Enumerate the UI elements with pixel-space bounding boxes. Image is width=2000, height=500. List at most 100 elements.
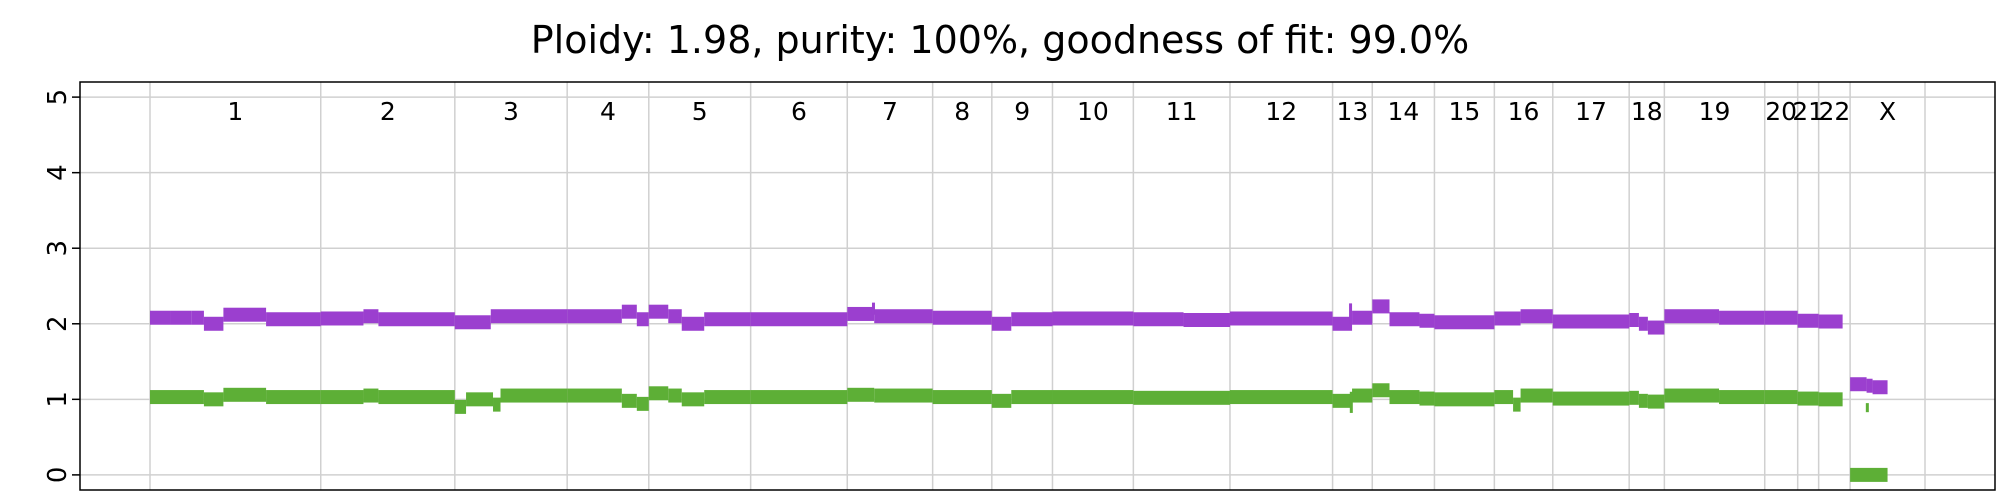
copy-number-segment — [1638, 393, 1648, 408]
copy-number-segment — [1183, 313, 1230, 327]
copy-number-segment — [567, 388, 622, 403]
copy-number-segment — [1629, 390, 1639, 405]
copy-number-segment — [1520, 388, 1553, 403]
copy-number-segment — [191, 310, 204, 325]
copy-number-segment — [847, 387, 875, 402]
copy-number-segment — [1719, 390, 1765, 405]
copy-number-segment — [223, 307, 267, 322]
copy-number-segment — [704, 390, 751, 405]
chromosome-label: 3 — [503, 97, 519, 126]
copy-number-segment — [1797, 313, 1819, 328]
copy-number-segment — [648, 386, 669, 401]
copy-number-segment — [636, 396, 649, 411]
copy-number-segment — [266, 312, 321, 327]
copy-number-segment — [621, 304, 637, 319]
chromosome-label: 19 — [1699, 97, 1731, 126]
copy-number-segment — [266, 390, 321, 405]
chromosome-label: 14 — [1387, 97, 1419, 126]
copy-number-segment — [750, 312, 848, 327]
copy-number-segment — [1389, 312, 1420, 327]
copy-number-segment — [1419, 391, 1435, 406]
y-tick-label: 0 — [43, 467, 73, 484]
chromosome-label: X — [1879, 97, 1896, 126]
copy-number-segment — [1372, 383, 1390, 398]
copy-number-segment — [363, 388, 379, 403]
y-tick-label: 3 — [43, 240, 73, 257]
plot-frame — [79, 81, 1996, 491]
copy-number-segment — [1494, 311, 1521, 326]
copy-number-segment — [1818, 314, 1843, 329]
copy-number-segment — [1052, 311, 1134, 326]
copy-number-segment — [1332, 316, 1353, 331]
copy-number-segment — [932, 310, 992, 325]
copy-number-segment — [223, 387, 267, 402]
copy-number-segment — [1647, 320, 1665, 335]
copy-number-segment — [320, 311, 364, 326]
copy-number-segment — [1872, 380, 1888, 395]
copy-number-segment — [203, 316, 224, 331]
copy-number-segment — [1434, 315, 1495, 330]
chromosome-label: 16 — [1508, 97, 1540, 126]
copy-number-segment — [1229, 311, 1333, 326]
chromosome-label: 13 — [1337, 97, 1369, 126]
copy-number-segment — [681, 392, 705, 407]
copy-number-segment — [490, 309, 568, 324]
chromosome-label: 20 — [1765, 97, 1797, 126]
copy-number-segment — [1513, 397, 1521, 412]
copy-number-segment — [874, 388, 933, 403]
copy-number-segment — [1866, 378, 1873, 393]
chromosome-label: 15 — [1448, 97, 1480, 126]
copy-number-segment — [681, 316, 705, 331]
chromosome-label: 21 — [1792, 97, 1824, 126]
copy-number-segment — [1133, 312, 1184, 327]
copy-number-segment — [1552, 314, 1630, 329]
copy-number-segment — [1850, 467, 1888, 482]
copy-number-segment — [493, 397, 501, 412]
copy-number-segment — [991, 393, 1012, 408]
y-tick-label: 5 — [43, 89, 73, 106]
chromosome-label: 10 — [1077, 97, 1109, 126]
copy-number-segment — [1638, 316, 1648, 331]
chromosome-label: 6 — [791, 97, 807, 126]
chromosome-label: 12 — [1265, 97, 1297, 126]
copy-number-segment — [621, 393, 637, 408]
copy-number-segment — [1372, 299, 1390, 314]
grid-lines — [80, 82, 1995, 490]
copy-number-segment — [454, 315, 491, 330]
copy-number-segment — [203, 392, 224, 407]
chromosome-label: 5 — [692, 97, 708, 126]
y-tick-label: 2 — [43, 316, 73, 333]
chromosome-label: 17 — [1575, 97, 1607, 126]
copy-number-segment — [1419, 313, 1435, 328]
copy-number-segment — [170, 310, 192, 325]
copy-number-segment — [932, 390, 992, 405]
copy-number-segment — [500, 388, 568, 403]
y-axis: 0 1 2 3 4 5 — [43, 89, 80, 483]
copy-number-segment — [1764, 310, 1798, 325]
copy-number-segment — [1818, 392, 1843, 407]
copy-number-segment — [454, 399, 467, 414]
copy-number-segment — [668, 388, 682, 403]
copy-number-segment — [1764, 390, 1798, 405]
copy-number-segment — [1552, 391, 1630, 406]
chromosome-label: 9 — [1014, 97, 1030, 126]
copy-number-segment — [1664, 388, 1720, 403]
copy-number-segment — [750, 390, 848, 405]
copy-number-segment — [1647, 394, 1665, 409]
copy-number-segment — [1011, 390, 1053, 405]
chromosome-label: 1 — [227, 97, 243, 126]
copy-number-segment — [668, 309, 682, 324]
copy-number-segment — [320, 390, 364, 405]
copy-number-segment — [1052, 390, 1134, 405]
copy-number-segment — [150, 390, 204, 405]
copy-number-segment — [1434, 392, 1495, 407]
copy-number-segment — [567, 309, 622, 324]
chromosome-label: 7 — [882, 97, 898, 126]
copy-number-segment — [1629, 313, 1639, 327]
copy-number-segment — [1389, 390, 1420, 405]
copy-number-segment — [648, 304, 669, 319]
copy-number-segment — [1797, 391, 1819, 406]
copy-number-segment — [150, 310, 171, 325]
chromosome-label: 8 — [954, 97, 970, 126]
